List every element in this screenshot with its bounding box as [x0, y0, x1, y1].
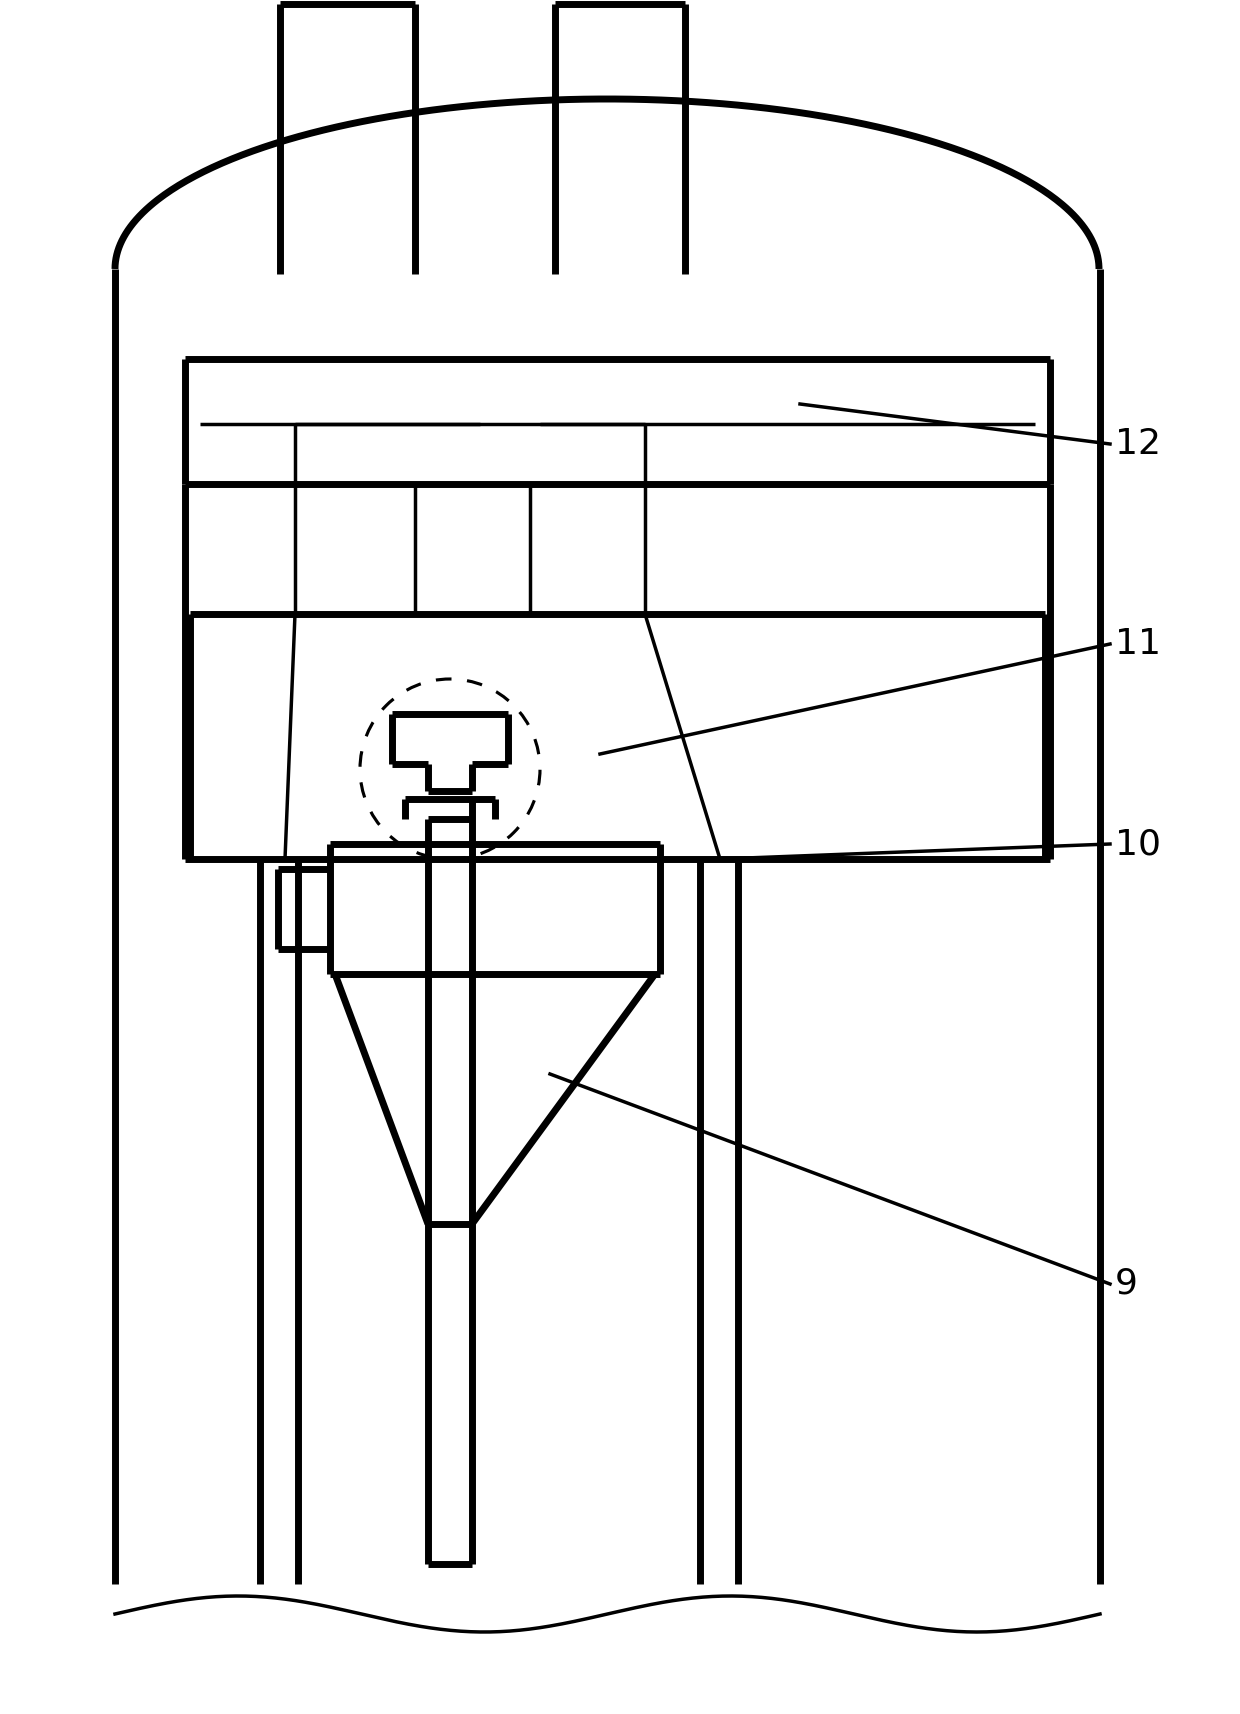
Text: 10: 10: [1115, 826, 1161, 860]
Text: 9: 9: [1115, 1267, 1138, 1301]
Text: 11: 11: [1115, 627, 1161, 662]
Text: 12: 12: [1115, 427, 1161, 461]
